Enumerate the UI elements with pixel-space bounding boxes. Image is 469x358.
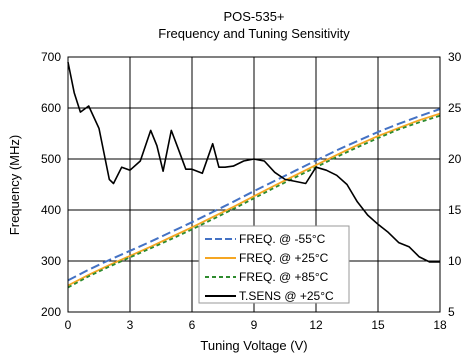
series-layer: [67, 61, 441, 289]
y-tick-label: 600: [41, 101, 61, 115]
legend-label: FREQ. @ -55°C: [239, 232, 326, 246]
chart-title: POS-535+: [223, 9, 284, 24]
y2-tick-label: 30: [448, 50, 462, 64]
x-axis-label: Tuning Voltage (V): [200, 338, 307, 353]
legend-label: T.SENS @ +25°C: [239, 289, 334, 303]
y-tick-label: 300: [41, 254, 61, 268]
x-tick-label: 15: [371, 318, 385, 332]
series-line-0: [67, 108, 441, 282]
legend-label: FREQ. @ +25°C: [239, 251, 329, 265]
x-tick-label: 18: [433, 318, 447, 332]
y-tick-label: 700: [41, 50, 61, 64]
legend: FREQ. @ -55°C FREQ. @ +25°C FREQ. @ +85°C T…: [198, 225, 350, 304]
x-tick-label: 12: [309, 318, 323, 332]
legend-label: FREQ. @ +85°C: [239, 270, 329, 284]
y-axis-label: Frequency (MHz): [7, 135, 22, 235]
y2-tick-label: 10: [448, 254, 462, 268]
x-tick-label: 3: [127, 318, 134, 332]
y2-tick-label: 25: [448, 101, 462, 115]
x-tick-label: 0: [65, 318, 72, 332]
y2-tick-label: 15: [448, 203, 462, 217]
y2-tick-label: 20: [448, 152, 462, 166]
y2-tick-label: 5: [448, 305, 455, 319]
series-line-3: [67, 61, 440, 263]
series-line-1: [67, 112, 441, 287]
chart-subtitle: Frequency and Tuning Sensitivity: [158, 26, 350, 41]
y-tick-label: 500: [41, 152, 61, 166]
x-tick-label: 6: [189, 318, 196, 332]
series-line-2: [67, 114, 441, 289]
x-tick-label: 9: [251, 318, 258, 332]
ticks: 0 3 6 9 12 15 18 200 300 400 500 600 700 5 10 15 20 25 30: [41, 50, 462, 332]
y-tick-label: 200: [41, 305, 61, 319]
plot-frame: [67, 56, 441, 313]
legend-box: [198, 225, 350, 304]
y-tick-label: 400: [41, 203, 61, 217]
